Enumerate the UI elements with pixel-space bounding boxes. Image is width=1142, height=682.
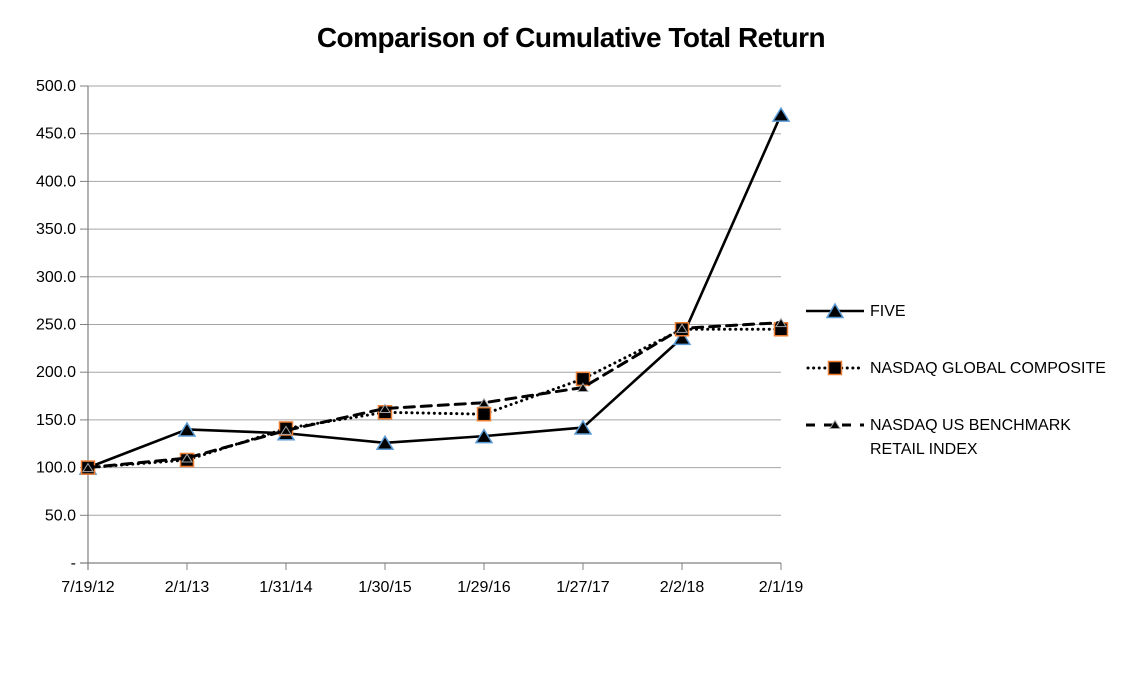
x-axis-label: 1/30/15 (358, 579, 411, 596)
legend-label-nasdaq-us-benchmark-retail: NASDAQ US BENCHMARK RETAIL INDEX (870, 417, 1071, 458)
y-axis-label: 250.0 (36, 317, 76, 334)
nasdaq-global-composite-line-swatch-icon (806, 360, 864, 376)
y-axis-label: 100.0 (36, 460, 76, 477)
series-0-marker-triangle (474, 428, 494, 444)
series-2-marker-triangle (82, 462, 94, 473)
series-line-1 (86, 327, 783, 470)
x-axis-label: 1/29/16 (457, 579, 510, 596)
x-axis-label: 7/19/12 (61, 579, 114, 596)
y-axis-label: 300.0 (36, 269, 76, 286)
x-axis-label: 2/2/18 (660, 579, 705, 596)
series-2-marker-triangle (181, 453, 193, 463)
chart-title: Comparison of Cumulative Total Return (316, 22, 826, 53)
five-line-swatch-icon (806, 302, 864, 319)
legend-label-nasdaq-global-composite: NASDAQ GLOBAL COMPOSITE (870, 360, 1106, 377)
series-2-marker-triangle (775, 317, 787, 328)
legend-item-nasdaq-global-composite: NASDAQ GLOBAL COMPOSITE (806, 357, 1106, 381)
legend-item-nasdaq-us-benchmark-retail: NASDAQ US BENCHMARK RETAIL INDEX (806, 414, 1071, 462)
x-axis-label: 1/31/14 (259, 579, 312, 596)
x-axis-label: 1/27/17 (556, 579, 609, 596)
y-axis-label: 50.0 (45, 507, 76, 524)
x-axis-label: 2/1/13 (165, 579, 210, 596)
series-1-marker-square (476, 406, 492, 422)
series-2-marker-triangle (280, 425, 292, 435)
series-0-marker-triangle (375, 434, 395, 451)
series-line-2 (86, 321, 783, 470)
y-axis-label: 400.0 (36, 173, 76, 190)
series-2-marker-triangle (676, 323, 688, 333)
series-0-marker-triangle (573, 419, 593, 435)
series-line-0 (86, 113, 783, 469)
y-axis-label: 450.0 (36, 126, 76, 143)
series-2-marker-triangle (379, 403, 391, 413)
y-axis-label: - (71, 555, 76, 572)
legend-label-five: FIVE (870, 303, 906, 320)
y-axis-label: 150.0 (36, 412, 76, 429)
legend-item-five: FIVE (806, 300, 906, 324)
y-axis-label: 350.0 (36, 221, 76, 238)
series-2-marker-triangle (478, 397, 490, 408)
series-0-marker-triangle (771, 106, 791, 122)
y-axis-label: 500.0 (36, 78, 76, 95)
series-0-marker-triangle (672, 329, 692, 346)
nasdaq-us-benchmark-retail-line-swatch-icon (806, 419, 864, 429)
x-axis-label: 2/1/19 (759, 579, 804, 596)
series-0-marker-triangle (177, 421, 197, 437)
y-axis-label: 200.0 (36, 364, 76, 381)
series-2-marker-triangle (577, 382, 589, 392)
